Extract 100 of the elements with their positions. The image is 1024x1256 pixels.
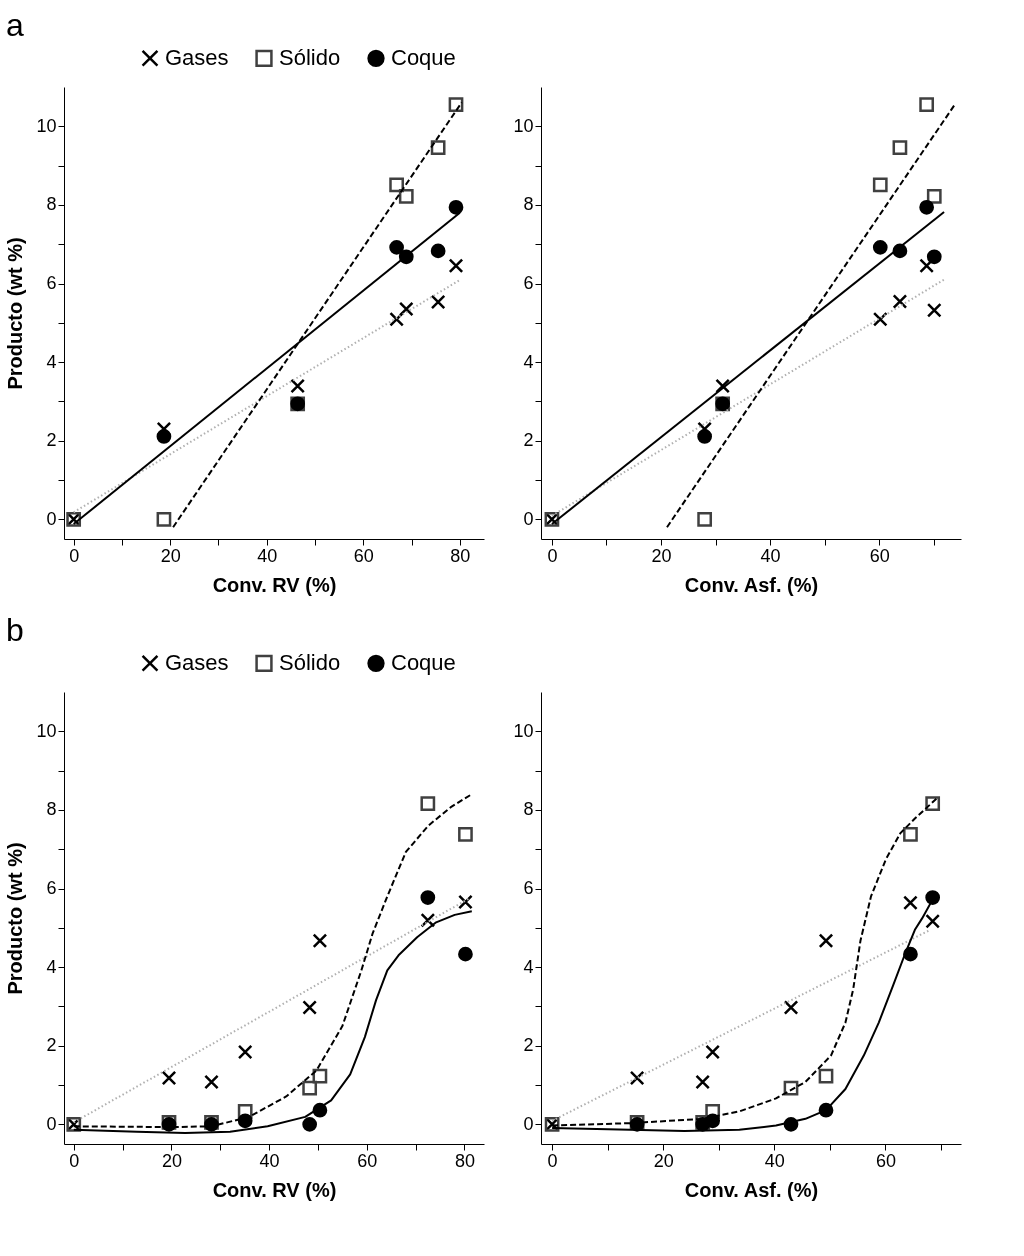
y-tick-label: 4 — [523, 956, 534, 977]
point — [204, 1074, 219, 1090]
point — [312, 933, 328, 949]
point — [312, 1068, 328, 1084]
y-tick-label: 0 — [46, 1113, 57, 1134]
point — [389, 240, 404, 255]
point — [783, 1000, 799, 1015]
y-tick-label: 8 — [46, 194, 57, 215]
y-tick-label: 8 — [46, 799, 57, 820]
y-tick-label: 10 — [513, 720, 534, 741]
x-tick-label: 20 — [161, 1150, 182, 1171]
y-tick-label: 0 — [523, 1113, 534, 1134]
point — [448, 97, 464, 113]
x-tick-label: 40 — [760, 545, 781, 566]
y-tick-label: 0 — [523, 508, 534, 529]
y-tick-label: 6 — [523, 273, 534, 294]
x-tick-label: 0 — [69, 545, 80, 566]
y-tick-label: 4 — [46, 351, 57, 372]
point — [919, 199, 935, 215]
point — [458, 826, 473, 842]
point — [926, 302, 942, 318]
point — [237, 1044, 253, 1060]
x-tick-label: 80 — [454, 1150, 475, 1171]
x-tick-label: 20 — [653, 1150, 674, 1171]
point — [430, 294, 446, 310]
x-tick-label: 0 — [547, 1150, 558, 1171]
point — [925, 913, 941, 929]
y-tick-label: 2 — [523, 430, 534, 451]
y-tick-label: 2 — [523, 1035, 534, 1056]
point — [430, 243, 446, 259]
point — [925, 796, 941, 811]
point — [715, 378, 731, 394]
point — [290, 378, 306, 394]
point — [430, 140, 446, 155]
point — [926, 249, 942, 265]
point — [156, 511, 172, 527]
legend-label: Coque — [391, 45, 456, 71]
y-tick-label: 6 — [46, 273, 57, 294]
x-tick-label: 20 — [651, 545, 672, 566]
point — [872, 311, 888, 327]
point — [818, 933, 834, 949]
y-tick-label: 0 — [46, 508, 57, 529]
point — [872, 240, 888, 255]
x-tick-label: 60 — [357, 1150, 378, 1171]
y-tick-label: 8 — [523, 799, 534, 820]
point — [892, 140, 908, 155]
point — [156, 429, 172, 444]
x-tick-label: 20 — [160, 545, 181, 566]
x-tick-label: 60 — [869, 545, 890, 566]
point — [302, 1000, 318, 1015]
y-axis-title: Producto (wt %) — [4, 842, 27, 995]
y-tick-label: 8 — [523, 194, 534, 215]
y-tick-label: 4 — [523, 351, 534, 372]
x-tick-label: 0 — [69, 1150, 80, 1171]
point — [398, 188, 414, 204]
legend-label: Coque — [391, 650, 456, 676]
point — [161, 1070, 177, 1086]
y-tick-label: 4 — [46, 956, 57, 977]
point — [697, 511, 713, 527]
x-tick-label: 40 — [259, 1150, 280, 1171]
legend-label: Gases — [165, 45, 229, 71]
point — [458, 894, 473, 910]
point — [389, 177, 404, 193]
point — [705, 1113, 721, 1129]
point — [925, 890, 941, 905]
point — [448, 199, 464, 215]
point — [695, 1074, 711, 1090]
y-tick-label: 6 — [523, 878, 534, 899]
point — [818, 1068, 834, 1084]
y-axis-title: Producto (wt %) — [4, 237, 27, 390]
point — [458, 946, 473, 962]
x-tick-label: 60 — [353, 545, 374, 566]
point — [903, 895, 918, 911]
point — [448, 258, 464, 274]
point — [926, 188, 942, 204]
point — [629, 1070, 645, 1086]
legend-label: Sólido — [279, 650, 341, 676]
point — [892, 294, 908, 309]
point — [919, 258, 935, 274]
y-tick-label: 10 — [36, 115, 57, 136]
point — [783, 1080, 799, 1096]
point — [919, 97, 935, 113]
x-axis-title: Conv. RV (%) — [212, 1178, 337, 1201]
x-tick-label: 80 — [450, 545, 471, 566]
x-axis-title: Conv. Asf. (%) — [684, 573, 819, 596]
y-tick-label: 2 — [46, 430, 57, 451]
y-tick-label: 10 — [36, 720, 57, 741]
point — [872, 177, 888, 193]
legend-label: Sólido — [279, 45, 341, 71]
x-axis-title: Conv. RV (%) — [212, 573, 337, 596]
point — [903, 826, 918, 842]
point — [302, 1080, 318, 1096]
point — [420, 796, 436, 811]
chart-title: a — [5, 7, 24, 43]
point — [398, 301, 414, 317]
y-tick-label: 6 — [46, 878, 57, 899]
point — [302, 1116, 318, 1132]
point — [705, 1044, 721, 1060]
x-tick-label: 60 — [875, 1150, 896, 1171]
chart-title: b — [5, 612, 24, 648]
